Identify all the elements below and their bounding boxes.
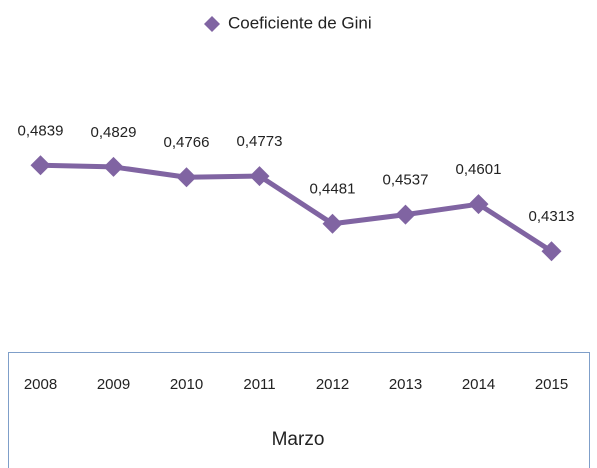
point-marker <box>249 166 270 187</box>
legend-label: Coeficiente de Gini <box>228 13 372 32</box>
x-tick-label: 2015 <box>535 376 568 393</box>
data-label: 0,4313 <box>529 208 575 225</box>
x-tick-label: 2008 <box>24 376 57 393</box>
point-marker <box>541 241 562 262</box>
data-label: 0,4601 <box>456 161 502 178</box>
point-marker <box>103 156 124 177</box>
x-tick-label: 2012 <box>316 376 349 393</box>
data-label: 0,4773 <box>237 133 283 150</box>
point-marker <box>176 167 197 188</box>
x-tick-label: 2010 <box>170 376 203 393</box>
x-axis-label: Marzo <box>272 429 325 450</box>
data-label: 0,4829 <box>91 124 137 141</box>
data-label: 0,4766 <box>164 134 210 151</box>
series-line <box>40 162 553 254</box>
point-marker <box>322 213 343 234</box>
data-label: 0,4481 <box>310 181 356 198</box>
point-marker <box>395 204 416 225</box>
axis-box <box>8 352 590 468</box>
data-label: 0,4839 <box>18 122 64 139</box>
point-marker <box>468 194 489 215</box>
x-tick-label: 2011 <box>243 376 275 393</box>
data-label: 0,4537 <box>383 172 429 189</box>
point-marker <box>30 155 51 176</box>
legend-marker <box>204 16 220 32</box>
x-tick-label: 2013 <box>389 376 422 393</box>
x-tick-label: 2009 <box>97 376 130 393</box>
x-tick-label: 2014 <box>462 376 495 393</box>
